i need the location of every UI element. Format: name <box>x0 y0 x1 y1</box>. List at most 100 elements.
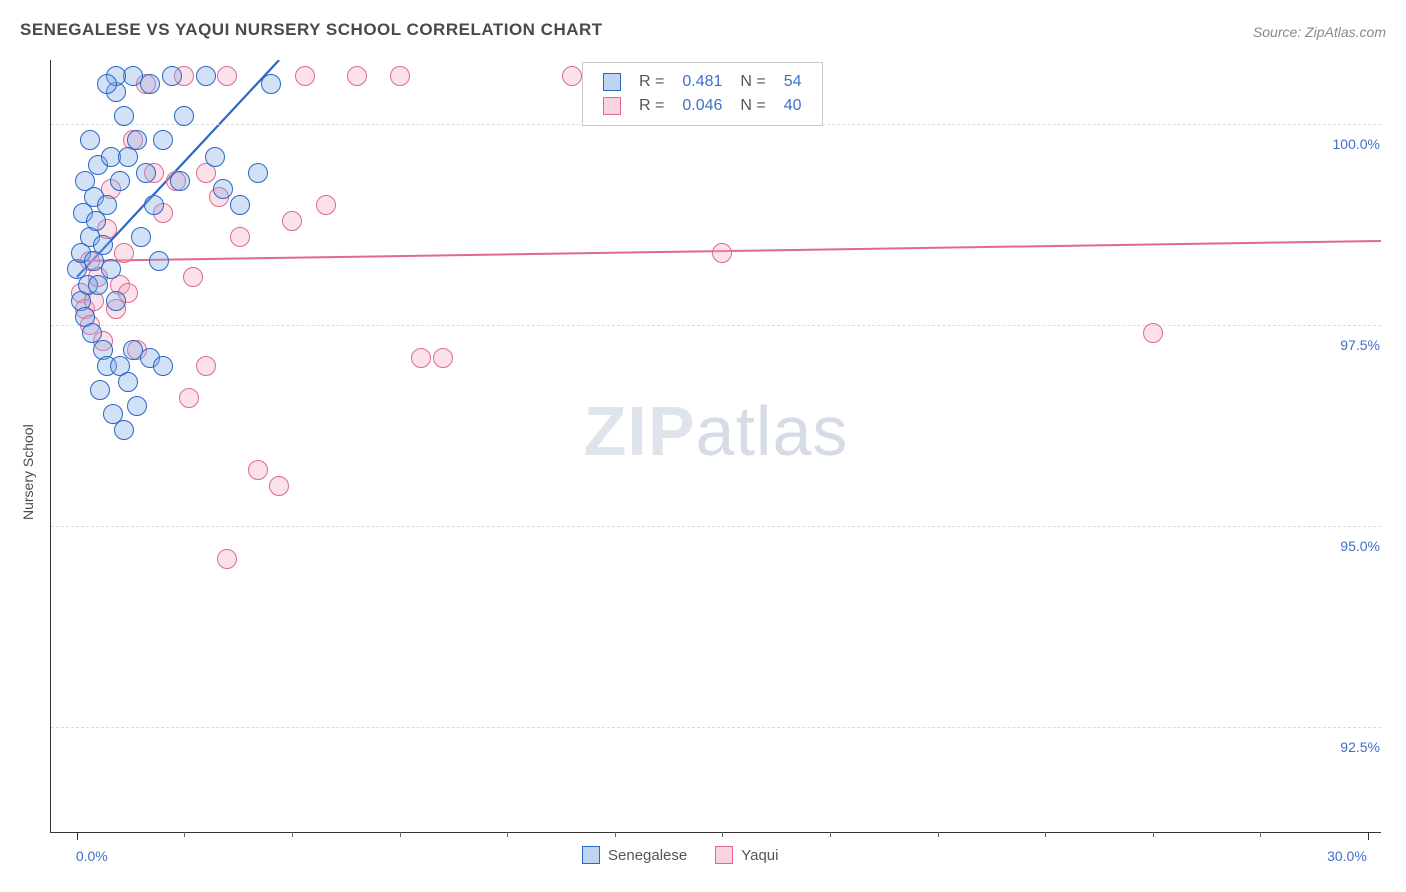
swatch-senegalese <box>603 73 621 91</box>
data-point-senegalese <box>205 147 225 167</box>
data-point-yaqui <box>179 388 199 408</box>
data-point-yaqui <box>712 243 732 263</box>
chart-title: SENEGALESE VS YAQUI NURSERY SCHOOL CORRE… <box>20 20 603 40</box>
data-point-senegalese <box>97 195 117 215</box>
data-point-senegalese <box>162 66 182 86</box>
x-tick-minor <box>1260 832 1261 837</box>
n-value-senegalese: 54 <box>776 71 810 93</box>
data-point-yaqui <box>217 549 237 569</box>
data-point-yaqui <box>217 66 237 86</box>
data-point-senegalese <box>196 66 216 86</box>
y-tick-label: 95.0% <box>1320 538 1380 554</box>
x-tick-minor <box>722 832 723 837</box>
data-point-yaqui <box>433 348 453 368</box>
r-value-senegalese: 0.481 <box>674 71 730 93</box>
y-axis-label: Nursery School <box>20 424 36 520</box>
x-tick-major <box>77 832 78 840</box>
legend-item-senegalese: Senegalese <box>582 846 687 864</box>
r-value-yaqui: 0.046 <box>674 95 730 117</box>
x-tick-minor <box>1153 832 1154 837</box>
data-point-senegalese <box>149 251 169 271</box>
data-point-yaqui <box>269 476 289 496</box>
data-point-senegalese <box>90 380 110 400</box>
data-point-senegalese <box>213 179 233 199</box>
source-attribution: Source: ZipAtlas.com <box>1253 24 1386 40</box>
stats-row-yaqui: R = 0.046 N = 40 <box>595 95 810 117</box>
data-point-yaqui <box>347 66 367 86</box>
data-point-senegalese <box>101 259 121 279</box>
y-tick-label: 97.5% <box>1320 337 1380 353</box>
data-point-senegalese <box>127 396 147 416</box>
data-point-senegalese <box>80 130 100 150</box>
n-label: N = <box>732 95 773 117</box>
y-tick-label: 92.5% <box>1320 739 1380 755</box>
data-point-senegalese <box>93 235 113 255</box>
data-point-yaqui <box>562 66 582 86</box>
data-point-yaqui <box>1143 323 1163 343</box>
x-tick-minor <box>184 832 185 837</box>
data-point-senegalese <box>153 130 173 150</box>
n-label: N = <box>732 71 773 93</box>
x-tick-minor <box>400 832 401 837</box>
data-point-yaqui <box>390 66 410 86</box>
watermark-zip: ZIP <box>584 392 696 470</box>
data-point-senegalese <box>118 372 138 392</box>
swatch-senegalese <box>582 846 600 864</box>
series-legend: Senegalese Yaqui <box>582 846 779 864</box>
source-name: ZipAtlas.com <box>1305 24 1386 40</box>
data-point-senegalese <box>127 130 147 150</box>
data-point-senegalese <box>248 163 268 183</box>
legend-label-senegalese: Senegalese <box>608 847 687 864</box>
data-point-senegalese <box>144 195 164 215</box>
data-point-yaqui <box>183 267 203 287</box>
data-point-yaqui <box>230 227 250 247</box>
x-tick-minor <box>830 832 831 837</box>
r-label: R = <box>631 95 672 117</box>
source-prefix: Source: <box>1253 24 1305 40</box>
data-point-senegalese <box>174 106 194 126</box>
data-point-yaqui <box>316 195 336 215</box>
gridline <box>51 727 1381 728</box>
data-point-senegalese <box>136 163 156 183</box>
y-tick-label: 100.0% <box>1320 136 1380 152</box>
data-point-senegalese <box>131 227 151 247</box>
watermark: ZIPatlas <box>584 391 849 471</box>
swatch-yaqui <box>603 97 621 115</box>
gridline <box>51 325 1381 326</box>
data-point-yaqui <box>282 211 302 231</box>
data-point-senegalese <box>123 66 143 86</box>
data-point-senegalese <box>110 171 130 191</box>
stats-table: R = 0.481 N = 54 R = 0.046 N = 40 <box>593 69 812 119</box>
x-tick-major <box>1368 832 1369 840</box>
legend-item-yaqui: Yaqui <box>715 846 778 864</box>
x-tick-minor <box>292 832 293 837</box>
data-point-senegalese <box>153 356 173 376</box>
x-tick-minor <box>615 832 616 837</box>
data-point-yaqui <box>114 243 134 263</box>
stats-legend: R = 0.481 N = 54 R = 0.046 N = 40 <box>582 62 823 126</box>
legend-label-yaqui: Yaqui <box>741 847 778 864</box>
x-tick-label: 0.0% <box>76 848 108 864</box>
data-point-senegalese <box>88 275 108 295</box>
data-point-yaqui <box>196 356 216 376</box>
data-point-yaqui <box>295 66 315 86</box>
x-tick-minor <box>938 832 939 837</box>
gridline <box>51 526 1381 527</box>
stats-row-senegalese: R = 0.481 N = 54 <box>595 71 810 93</box>
data-point-senegalese <box>97 74 117 94</box>
data-point-senegalese <box>106 291 126 311</box>
data-point-senegalese <box>230 195 250 215</box>
swatch-yaqui <box>715 846 733 864</box>
x-tick-label: 30.0% <box>1327 848 1367 864</box>
x-tick-minor <box>507 832 508 837</box>
x-tick-minor <box>1045 832 1046 837</box>
data-point-yaqui <box>411 348 431 368</box>
n-value-yaqui: 40 <box>776 95 810 117</box>
data-point-senegalese <box>140 74 160 94</box>
scatter-plot: ZIPatlas <box>50 60 1381 833</box>
r-label: R = <box>631 71 672 93</box>
data-point-senegalese <box>170 171 190 191</box>
data-point-senegalese <box>114 420 134 440</box>
data-point-senegalese <box>114 106 134 126</box>
watermark-atlas: atlas <box>696 392 849 470</box>
